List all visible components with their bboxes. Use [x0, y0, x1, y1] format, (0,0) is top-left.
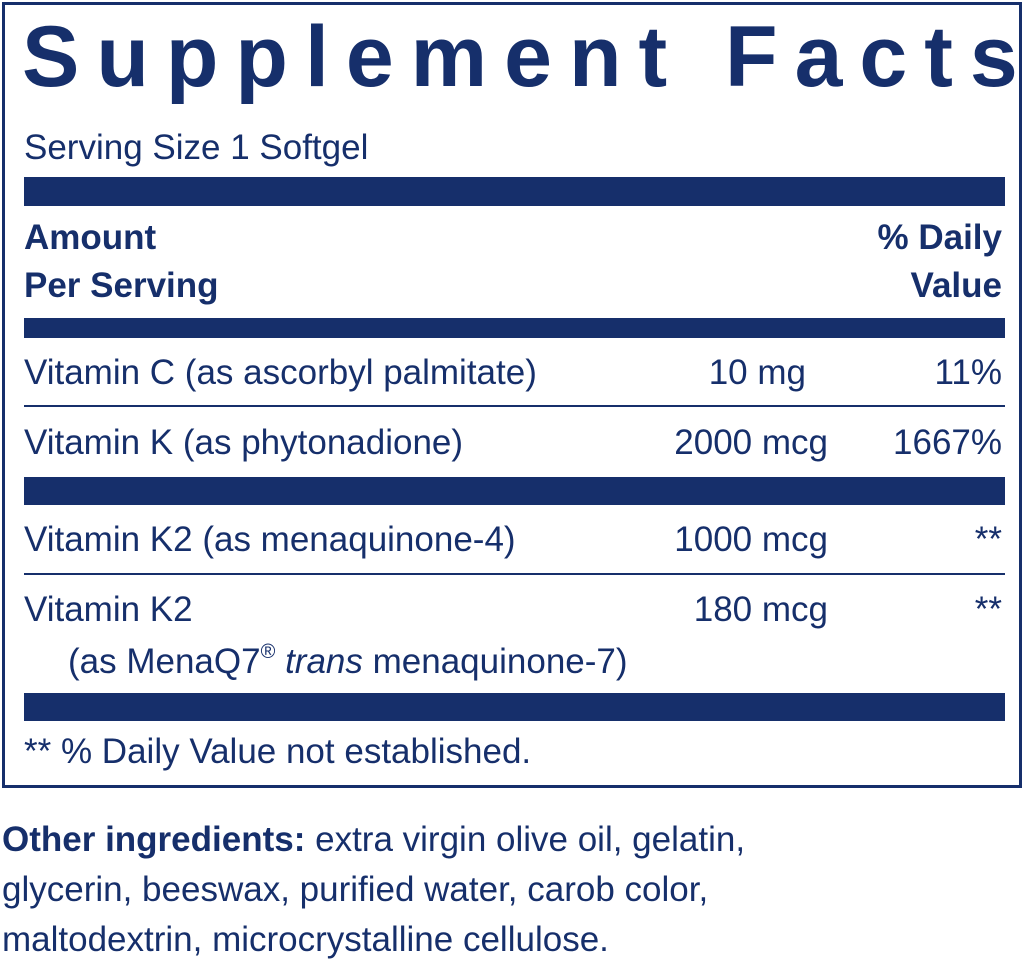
source-italic: trans	[285, 642, 363, 681]
serving-size: Serving Size 1 Softgel	[24, 128, 369, 167]
registered-mark: ®	[260, 641, 276, 663]
nutrient-dv: 11%	[934, 353, 1002, 392]
row-divider	[24, 573, 1005, 575]
thick-divider	[24, 318, 1005, 338]
amount-header: Amount	[24, 218, 157, 257]
nutrient-source: (as MenaQ7® trans menaquinone-7)	[68, 642, 628, 682]
thick-divider	[24, 693, 1005, 721]
other-ingredients-line1: Other ingredients: extra virgin olive oi…	[2, 820, 745, 860]
facts-panel-border	[2, 2, 1022, 788]
source-suffix: menaquinone-7)	[372, 642, 628, 681]
other-ingredients-line3: maltodextrin, microcrystalline cellulose…	[2, 920, 609, 959]
nutrient-name: Vitamin K2	[24, 590, 193, 629]
nutrient-amount: 10 mg	[708, 353, 806, 392]
nutrient-amount: 180 mcg	[693, 590, 828, 629]
nutrient-dv: **	[974, 520, 1002, 559]
panel-title: Supplement Facts	[22, 9, 1024, 105]
dv-header: % Daily	[877, 218, 1003, 257]
nutrient-name: Vitamin C (as ascorbyl palmitate)	[24, 353, 537, 392]
other-ingredients-text: extra virgin olive oil, gelatin,	[315, 820, 746, 859]
thick-divider	[24, 477, 1005, 505]
nutrient-dv: 1667%	[893, 423, 1002, 462]
amount-header-2: Per Serving	[24, 266, 219, 305]
footnote: ** % Daily Value not established.	[24, 732, 532, 771]
dv-header-2: Value	[910, 266, 1002, 305]
nutrient-name: Vitamin K (as phytonadione)	[24, 423, 464, 462]
nutrient-amount: 1000 mcg	[674, 520, 828, 559]
row-divider	[24, 405, 1005, 407]
nutrient-dv: **	[974, 590, 1002, 629]
other-ingredients-label: Other ingredients:	[2, 820, 306, 859]
nutrient-amount: 2000 mcg	[674, 423, 828, 462]
thick-divider	[24, 177, 1005, 206]
nutrient-name: Vitamin K2 (as menaquinone-4)	[24, 520, 516, 559]
source-prefix: (as MenaQ7	[68, 642, 261, 681]
other-ingredients-line2: glycerin, beeswax, purified water, carob…	[2, 870, 709, 909]
